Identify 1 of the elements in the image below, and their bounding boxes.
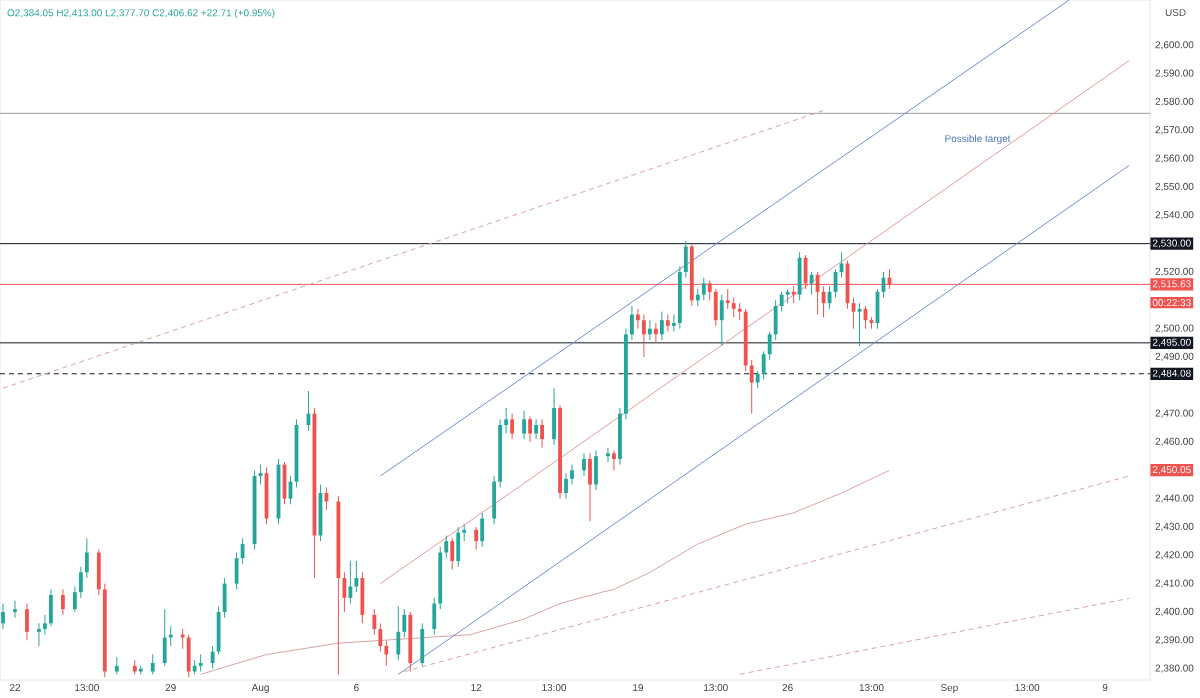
line-series	[200, 469, 890, 675]
